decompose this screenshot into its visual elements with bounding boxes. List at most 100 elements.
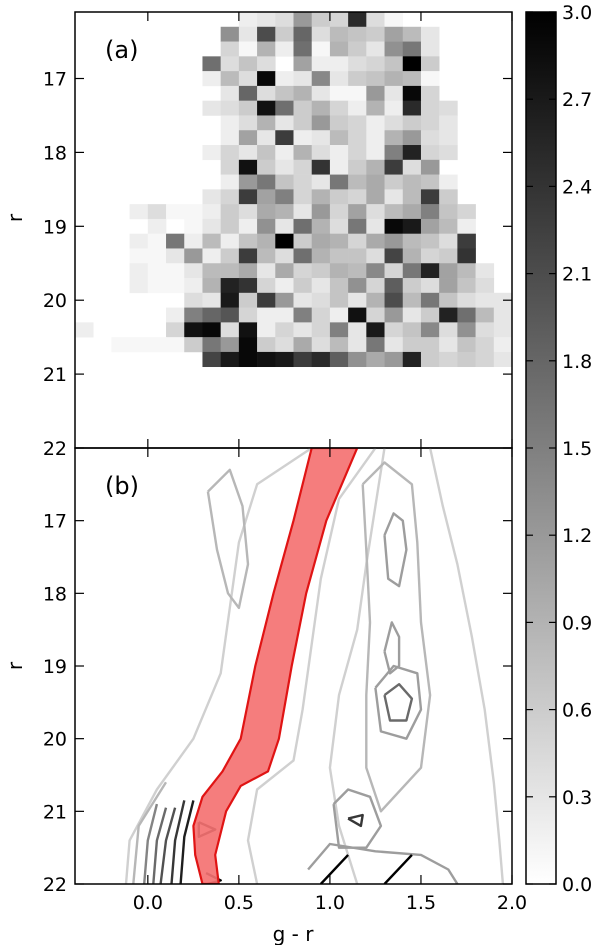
heatmap-cell — [220, 145, 240, 161]
heatmap-cell — [457, 263, 476, 279]
contour-line — [383, 512, 408, 588]
heatmap-cell — [329, 204, 349, 220]
contour-line — [332, 788, 383, 849]
contour-line — [383, 683, 414, 722]
heatmap-cell — [293, 130, 313, 146]
heatmap-cell — [220, 233, 240, 249]
heatmap-cell — [420, 71, 440, 87]
x-tick-label: 0.0 — [133, 892, 163, 914]
heatmap-cell — [275, 115, 294, 131]
contour-line — [159, 807, 177, 884]
heatmap-cell — [457, 322, 476, 338]
heatmap-cell — [420, 233, 440, 249]
heatmap-cell — [329, 115, 349, 131]
heatmap-cell — [202, 145, 221, 161]
heatmap-cell — [184, 278, 203, 294]
y-tick-label: 19 — [43, 656, 67, 678]
heatmap-cell — [184, 322, 203, 338]
heatmap-cell — [220, 278, 240, 294]
heatmap-cell — [238, 337, 258, 353]
heatmap-cell — [293, 145, 313, 161]
heatmap-cell — [366, 307, 385, 323]
heatmap-cell — [75, 322, 94, 338]
contour-line — [374, 664, 423, 740]
heatmap-cell — [184, 263, 203, 279]
heatmap-cell — [184, 248, 203, 264]
heatmap-cell — [202, 248, 221, 264]
heatmap-cell — [348, 130, 367, 146]
heatmap-cell — [493, 322, 512, 338]
heatmap-cell — [439, 115, 458, 131]
heatmap-cell — [202, 337, 221, 353]
heatmap-cell — [275, 159, 294, 175]
heatmap-cell — [384, 322, 404, 338]
heatmap-cell — [420, 56, 440, 72]
heatmap-cell — [420, 337, 440, 353]
heatmap-cell — [402, 71, 422, 87]
heatmap-cell — [257, 174, 276, 190]
heatmap-cell — [311, 41, 331, 57]
heatmap-cell — [402, 322, 422, 338]
heatmap-cell — [220, 292, 240, 308]
heatmap-cell — [457, 218, 476, 234]
heatmap-cell — [366, 278, 385, 294]
heatmap-cell — [220, 189, 240, 205]
heatmap-cell — [311, 218, 331, 234]
contour-line — [143, 803, 159, 884]
heatmap-cell — [257, 292, 276, 308]
heatmap-cell — [238, 322, 258, 338]
heatmap-cell — [238, 248, 258, 264]
heatmap-cell — [257, 204, 276, 220]
contour-line — [132, 781, 168, 884]
colorbar: 0.0 0.3 0.6 0.9 1.2 1.5 1.8 2.1 2.4 2.7 3.0 — [525, 2, 592, 896]
heatmap-cell — [257, 100, 276, 116]
heatmap-cell — [348, 12, 367, 28]
heatmap-cell — [293, 218, 313, 234]
colorbar-tick-label: 0.6 — [562, 700, 592, 722]
heatmap-cell — [202, 322, 221, 338]
colorbar-tick-label: 1.5 — [562, 438, 592, 460]
heatmap-cell — [366, 351, 385, 368]
y-tick-label: 21 — [43, 801, 67, 823]
heatmap-cell — [493, 337, 512, 353]
heatmap-cell — [402, 189, 422, 205]
heatmap-cell — [311, 204, 331, 220]
heatmap-cell — [402, 248, 422, 264]
heatmap-cell — [420, 248, 440, 264]
heatmap-cell — [311, 12, 331, 28]
heatmap-cell — [384, 218, 404, 234]
heatmap-cell — [166, 278, 185, 294]
heatmap-cell — [184, 292, 203, 308]
heatmap-cell — [275, 337, 294, 353]
heatmap-cell — [238, 218, 258, 234]
heatmap-cell — [384, 56, 404, 72]
heatmap-cell — [420, 307, 440, 323]
heatmap-cell — [402, 307, 422, 323]
heatmap-cell — [402, 204, 422, 220]
heatmap-cell — [311, 189, 331, 205]
heatmap-cell — [475, 263, 495, 279]
heatmap-cell — [220, 115, 240, 131]
heatmap-cell — [384, 12, 404, 28]
heatmap-cell — [493, 292, 512, 308]
heatmap-cell — [457, 307, 476, 323]
heatmap-cell — [184, 218, 203, 234]
heatmap-cell — [402, 26, 422, 42]
heatmap-cell — [147, 248, 167, 264]
heatmap-cell — [457, 278, 476, 294]
y-tick-label: 21 — [43, 364, 67, 386]
x-tick-label: 0.5 — [224, 892, 254, 914]
heatmap-cell — [238, 233, 258, 249]
heatmap-cell — [366, 292, 385, 308]
heatmap-cell — [257, 130, 276, 146]
heatmap-cell — [293, 322, 313, 338]
heatmap-cell — [366, 337, 385, 353]
heatmap-cell — [457, 204, 476, 220]
heatmap-cell — [293, 12, 313, 28]
heatmap-cell — [439, 218, 458, 234]
heatmap-cell — [420, 85, 440, 101]
heatmap-cell — [402, 337, 422, 353]
heatmap-cell — [475, 322, 495, 338]
heatmap-cell — [402, 233, 422, 249]
heatmap-cell — [311, 278, 331, 294]
